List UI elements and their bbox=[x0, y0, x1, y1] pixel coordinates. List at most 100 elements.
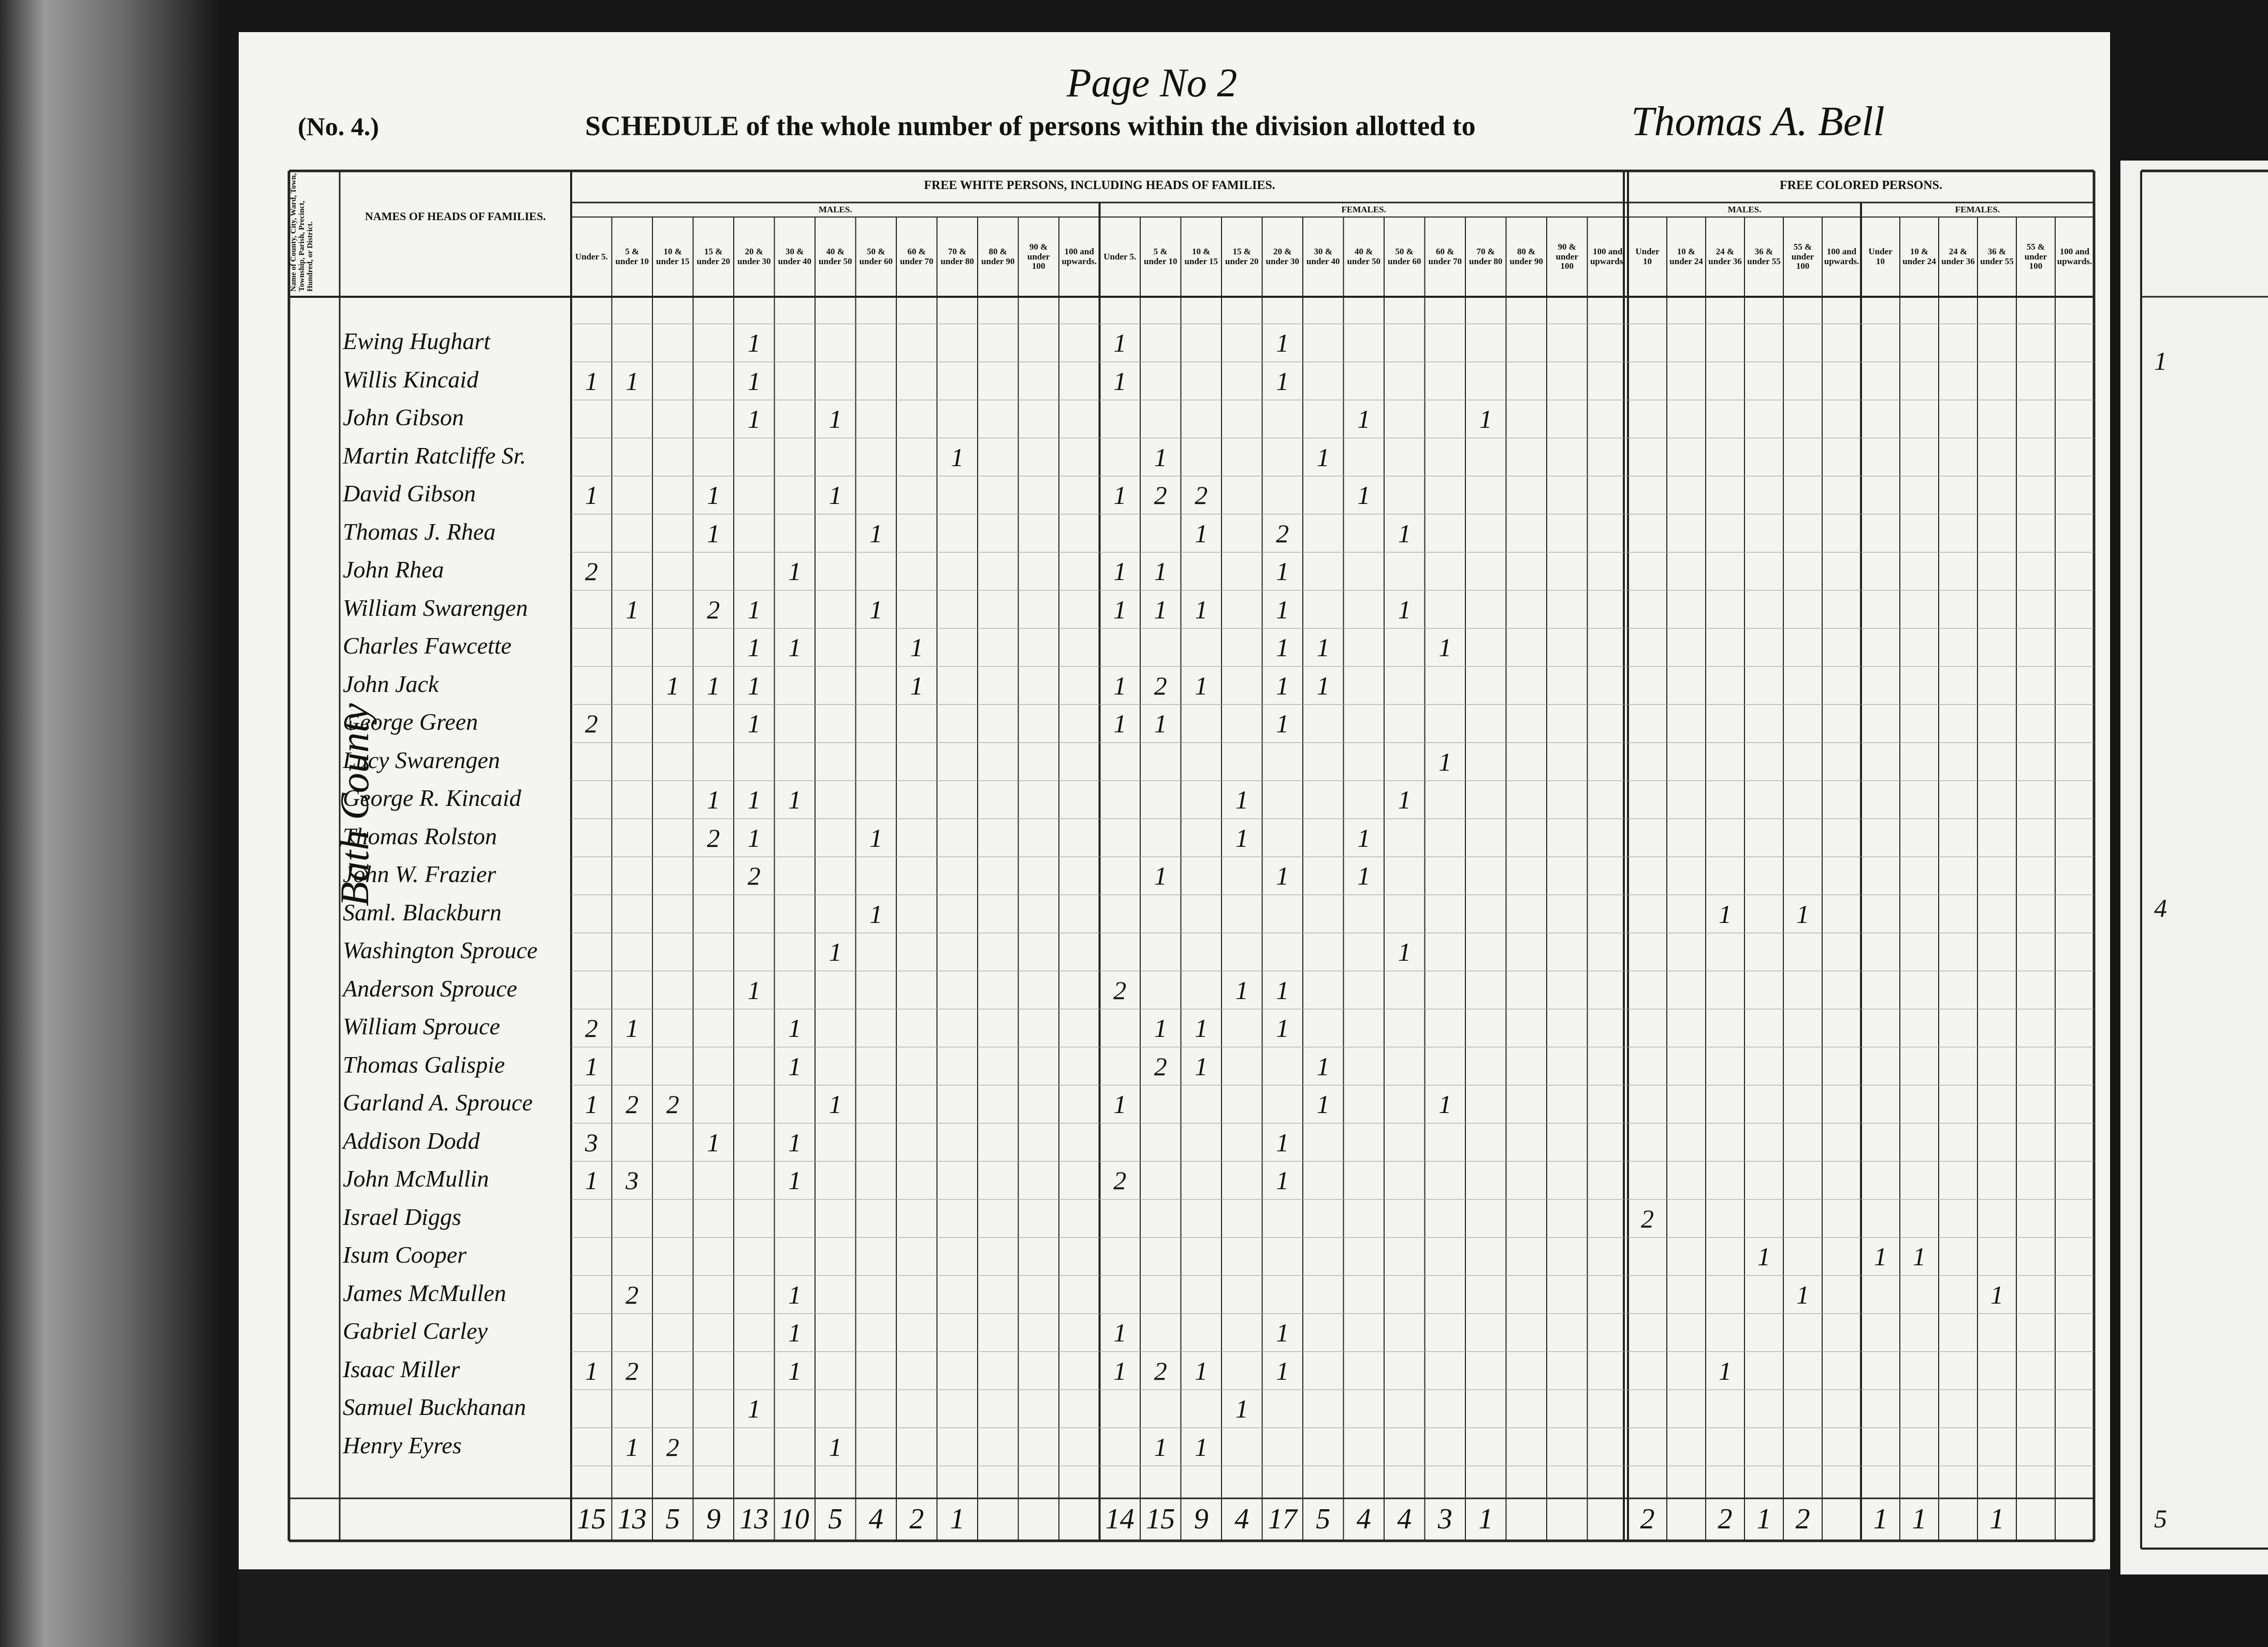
age-column-header: 20 & under 30 bbox=[737, 247, 771, 266]
age-column-header: 40 & under 50 bbox=[819, 247, 852, 266]
count-cell: 1 bbox=[1195, 1014, 1208, 1043]
schedule-title: SCHEDULE of the whole number of persons … bbox=[585, 110, 1476, 141]
count-cell: 1 bbox=[1316, 1090, 1330, 1119]
count-cell: 2 bbox=[1154, 481, 1167, 510]
age-column-header: 100 and upwards. bbox=[1824, 247, 1859, 266]
age-column-header: 50 & under 60 bbox=[859, 247, 893, 266]
count-cell: 1 bbox=[1113, 595, 1127, 624]
age-column-header: 60 & under 70 bbox=[900, 247, 934, 266]
age-column-header: 10 & under 15 bbox=[1184, 247, 1218, 266]
total-cell: 5 bbox=[665, 1503, 680, 1535]
age-column-header: 40 & under 50 bbox=[1347, 247, 1380, 266]
total-cell: 9 bbox=[1194, 1503, 1209, 1535]
age-column-header: 80 & under 90 bbox=[981, 247, 1015, 266]
count-cell: 1 bbox=[1113, 1318, 1127, 1347]
count-cell: 1 bbox=[1276, 671, 1289, 700]
count-cell: 1 bbox=[1113, 1090, 1127, 1119]
total-cell: 5 bbox=[828, 1503, 843, 1535]
age-column-header: Under 10 bbox=[1635, 247, 1660, 266]
total-cell: 2 bbox=[1795, 1503, 1810, 1535]
age-column-header: 100 and upwards. bbox=[1062, 247, 1097, 266]
total-cell: 4 bbox=[868, 1503, 883, 1535]
count-cell: 1 bbox=[1357, 481, 1371, 510]
age-column-header: 80 & under 90 bbox=[1509, 247, 1543, 266]
total-cell: 2 bbox=[909, 1503, 924, 1535]
age-column-header: 100 and upwards. bbox=[2057, 247, 2092, 266]
count-cell: 1 bbox=[910, 633, 923, 662]
free-colored-header: FREE COLORED PERSONS. bbox=[1779, 179, 1943, 192]
count-cell: 2 bbox=[626, 1090, 639, 1119]
total-cell: 3 bbox=[1437, 1503, 1452, 1535]
count-cell: 1 bbox=[1357, 861, 1371, 890]
count-cell: 1 bbox=[1398, 518, 1411, 548]
count-cell: 1 bbox=[828, 1090, 842, 1119]
county-column-header: Name of County, City, Ward, Town, Townsh… bbox=[289, 173, 314, 292]
age-column-header: 5 & under 10 bbox=[615, 247, 649, 266]
count-cell: 1 bbox=[747, 823, 761, 853]
count-cell: 1 bbox=[707, 1128, 720, 1157]
count-cell: 1 bbox=[788, 1280, 802, 1309]
count-cell: 2 bbox=[1276, 518, 1289, 548]
names-header: NAMES OF HEADS OF FAMILIES. bbox=[365, 210, 546, 223]
count-cell: 1 bbox=[1357, 823, 1371, 853]
age-column-header: 55 & under 100 bbox=[1791, 241, 1814, 271]
age-column-header: 15 & under 20 bbox=[696, 247, 730, 266]
count-cell: 1 bbox=[707, 785, 720, 814]
count-cell: 1 bbox=[747, 709, 761, 738]
age-column-header: 20 & under 30 bbox=[1266, 247, 1299, 266]
age-column-header: 50 & under 60 bbox=[1388, 247, 1421, 266]
count-cell: 1 bbox=[1113, 328, 1127, 357]
count-cell: 1 bbox=[1276, 1318, 1289, 1347]
count-cell: 1 bbox=[788, 633, 802, 662]
count-cell: 1 bbox=[828, 1432, 842, 1462]
count-cell: 1 bbox=[747, 671, 761, 700]
count-cell: 1 bbox=[1113, 671, 1127, 700]
count-cell: 1 bbox=[1113, 1356, 1127, 1385]
age-column-header: 90 & under 100 bbox=[1027, 241, 1050, 271]
count-cell: 1 bbox=[1276, 633, 1289, 662]
age-column-header: 36 & under 55 bbox=[1980, 247, 2014, 266]
count-cell: 1 bbox=[1874, 1242, 1887, 1271]
count-cell: 2 bbox=[1195, 481, 1208, 510]
count-cell: 1 bbox=[1479, 404, 1492, 434]
count-cell: 1 bbox=[707, 518, 720, 548]
page-note: Page No 2 bbox=[1067, 60, 1238, 105]
total-cell: 1 bbox=[1756, 1503, 1771, 1535]
adjacent-mark: 5 bbox=[2154, 1504, 2167, 1533]
count-cell: 1 bbox=[1154, 442, 1167, 472]
scan-edge-bottom bbox=[239, 1569, 2110, 1647]
scan-edge bbox=[0, 0, 223, 1647]
count-cell: 1 bbox=[1154, 557, 1167, 586]
count-cell: 1 bbox=[747, 328, 761, 357]
count-cell: 1 bbox=[1154, 1432, 1167, 1462]
age-column-header: Under 5. bbox=[575, 251, 608, 262]
head-of-family: James McMullen bbox=[343, 1279, 506, 1306]
count-cell: 1 bbox=[747, 404, 761, 434]
count-cell: 1 bbox=[788, 1051, 802, 1081]
form-number: (No. 4.) bbox=[298, 112, 379, 141]
count-cell: 1 bbox=[1276, 328, 1289, 357]
age-column-header: 10 & under 15 bbox=[656, 247, 690, 266]
white-males-label: MALES. bbox=[818, 205, 852, 214]
count-cell: 1 bbox=[1796, 1280, 1809, 1309]
count-cell: 2 bbox=[1113, 1166, 1127, 1195]
adjacent-paper bbox=[2120, 161, 2268, 1574]
head-of-family: Garland A. Sprouce bbox=[343, 1089, 533, 1116]
head-of-family: Saml. Blackburn bbox=[343, 899, 502, 926]
head-of-family: Anderson Sprouce bbox=[343, 975, 517, 1002]
count-cell: 2 bbox=[666, 1432, 679, 1462]
adjacent-mark: 4 bbox=[2154, 893, 2167, 922]
age-column-header: 70 & under 80 bbox=[1469, 247, 1503, 266]
count-cell: 1 bbox=[1398, 595, 1411, 624]
count-cell: 1 bbox=[1154, 709, 1167, 738]
colored-males-label: MALES. bbox=[1727, 205, 1762, 214]
count-cell: 1 bbox=[747, 633, 761, 662]
count-cell: 1 bbox=[788, 1014, 802, 1043]
count-cell: 2 bbox=[666, 1090, 679, 1119]
count-cell: 1 bbox=[1276, 557, 1289, 586]
count-cell: 1 bbox=[788, 557, 802, 586]
count-cell: 1 bbox=[1438, 1090, 1452, 1119]
head-of-family: William Sprouce bbox=[343, 1013, 500, 1039]
colored-females-label: FEMALES. bbox=[1955, 205, 2000, 214]
count-cell: 2 bbox=[1641, 1204, 1654, 1233]
